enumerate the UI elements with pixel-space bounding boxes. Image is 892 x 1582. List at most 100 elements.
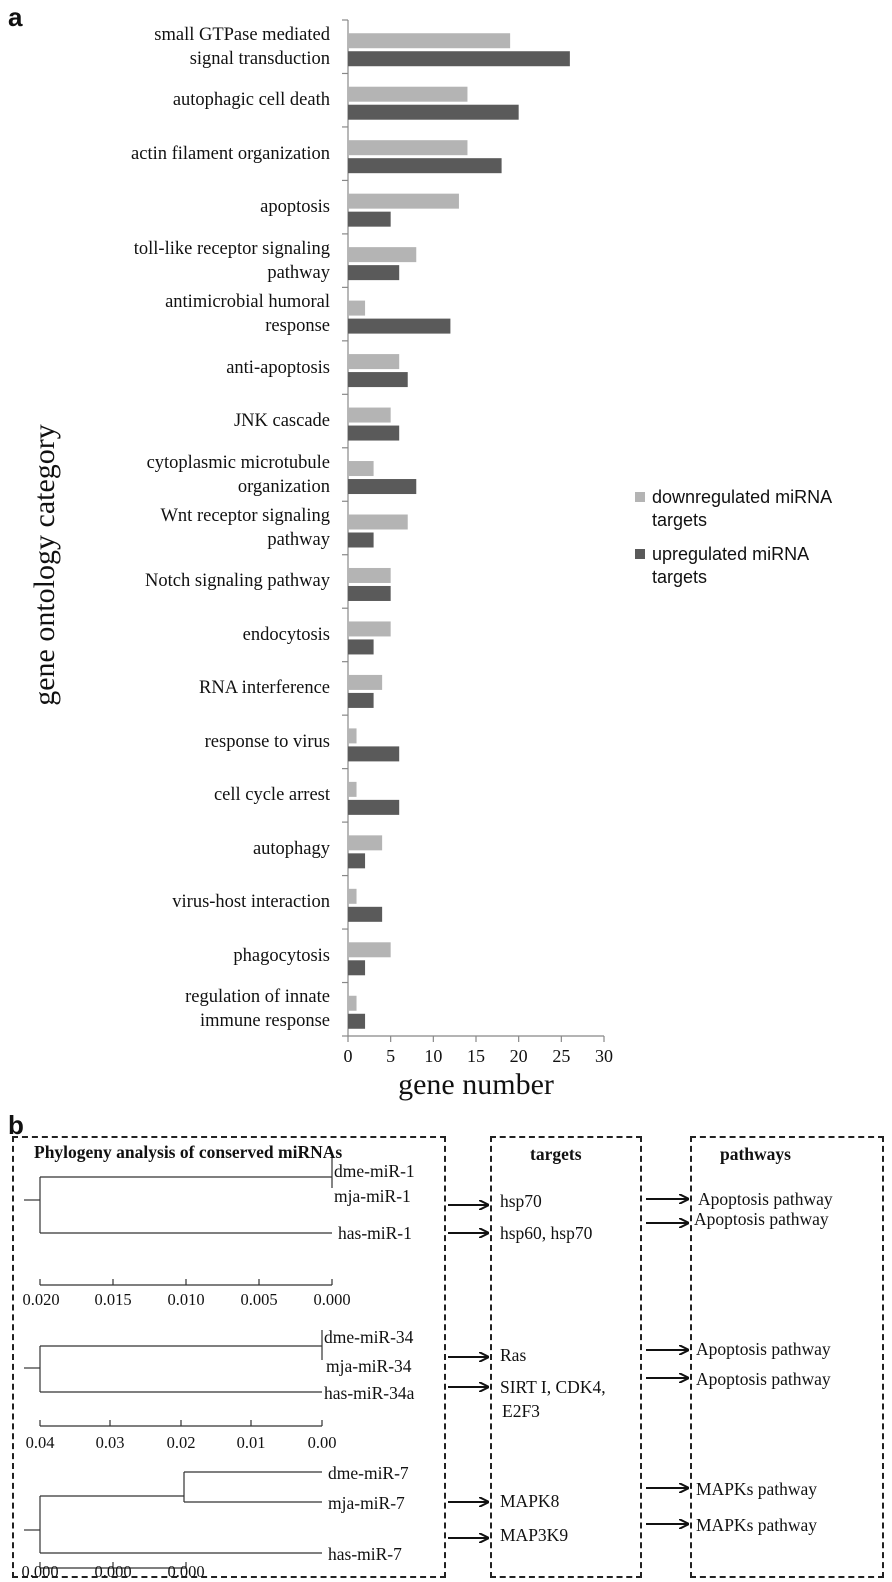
x-tick-label: 25	[552, 1046, 570, 1066]
category-label-7: JNK cascade	[10, 409, 330, 433]
pathway-1: Apoptosis pathway	[698, 1189, 833, 1209]
targets-title: targets	[530, 1144, 582, 1164]
leaf-mja-miR-7: mja-miR-7	[328, 1493, 405, 1513]
legend-label-upregulated-2: targets	[652, 567, 708, 587]
bar-downregulated-17	[348, 942, 391, 958]
pathway-3: Apoptosis pathway	[696, 1339, 831, 1359]
category-label-line: signal transduction	[189, 48, 330, 69]
bar-upregulated-14	[348, 799, 400, 815]
category-label-3: apoptosis	[10, 195, 330, 219]
bar-upregulated-8	[348, 479, 417, 495]
bar-upregulated-3	[348, 211, 391, 227]
category-label-13: response to virus	[10, 730, 330, 754]
bar-downregulated-14	[348, 781, 357, 797]
category-label-17: phagocytosis	[10, 944, 330, 968]
scale3-tick-1: 0.000	[94, 1562, 132, 1581]
legend-label-upregulated-1: upregulated miRNA	[652, 544, 810, 564]
category-label-line: autophagic cell death	[172, 90, 330, 111]
category-label-line: Notch signaling pathway	[145, 571, 330, 592]
category-label-line: pathway	[267, 530, 330, 550]
bar-upregulated-0	[348, 51, 570, 67]
scale3-tick-2: 0.000	[167, 1562, 205, 1581]
category-label-15: autophagy	[10, 837, 330, 861]
bar-downregulated-7	[348, 407, 391, 423]
x-tick-label: 10	[424, 1046, 442, 1066]
bar-upregulated-11	[348, 639, 374, 655]
gene-ontology-bar-chart: 0 5 10 15 20 25 30	[342, 19, 613, 1066]
category-label-line: cytoplasmic microtubule	[146, 452, 330, 473]
category-label-11: endocytosis	[10, 623, 330, 647]
leaf-has-miR-34a: has-miR-34a	[324, 1383, 415, 1403]
category-label-line: endocytosis	[242, 624, 330, 645]
target-hsp70: hsp70	[500, 1191, 542, 1211]
panel-b-letter: b	[8, 1110, 24, 1140]
bar-upregulated-9	[348, 532, 374, 548]
legend-item-downregulated: downregulated miRNA targets	[635, 486, 832, 532]
category-label-line: response	[265, 316, 330, 337]
category-label-line: apoptosis	[260, 197, 330, 218]
category-label-14: cell cycle arrest	[10, 783, 330, 807]
scale1-tick-0: 0.020	[22, 1290, 60, 1309]
category-label-line: cell cycle arrest	[213, 785, 330, 806]
category-label-line: RNA interference	[199, 678, 330, 699]
category-label-4: toll-like receptor signaling pathway	[10, 237, 330, 285]
category-label-line: actin filament organization	[131, 143, 330, 164]
target-map3k9: MAP3K9	[500, 1525, 569, 1545]
leaf-dme-miR-34: dme-miR-34	[324, 1327, 414, 1347]
bar-downregulated-9	[348, 514, 408, 530]
bar-upregulated-5	[348, 318, 451, 334]
category-label-12: RNA interference	[10, 676, 330, 700]
bar-downregulated-12	[348, 674, 383, 690]
pathway-5: MAPKs pathway	[696, 1479, 818, 1499]
x-tick-label: 15	[467, 1046, 485, 1066]
scale2-tick-0: 0.04	[25, 1433, 55, 1452]
x-tick-label: 20	[510, 1046, 528, 1066]
leaf-mja-miR-34: mja-miR-34	[326, 1356, 412, 1376]
bar-upregulated-7	[348, 425, 400, 441]
scale2-tick-4: 0.00	[307, 1433, 337, 1452]
phylogeny-box	[12, 1136, 446, 1578]
bar-upregulated-2	[348, 158, 502, 174]
category-label-0: small GTPase mediated signal transduction	[10, 23, 330, 71]
x-tick-label: 30	[595, 1046, 613, 1066]
bar-downregulated-2	[348, 140, 468, 156]
bar-upregulated-15	[348, 853, 366, 869]
category-label-line: autophagy	[252, 838, 330, 859]
leaf-mja-miR-1: mja-miR-1	[334, 1186, 411, 1206]
bar-downregulated-16	[348, 888, 357, 904]
category-label-line: JNK cascade	[233, 411, 330, 432]
category-label-line: Wnt receptor signaling	[160, 506, 330, 526]
phylogeny-title: Phylogeny analysis of conserved miRNAs	[34, 1142, 343, 1162]
bar-upregulated-13	[348, 746, 400, 762]
bar-upregulated-6	[348, 372, 408, 388]
legend-swatch-downregulated	[635, 492, 645, 502]
scale2-tick-2: 0.02	[166, 1433, 196, 1452]
pathways-title: pathways	[720, 1144, 791, 1164]
legend-label-downregulated-2: targets	[652, 510, 708, 530]
category-label-18: regulation of innate immune response	[10, 985, 330, 1033]
bar-downregulated-8	[348, 461, 374, 477]
arrows-to-pathways	[646, 1199, 688, 1524]
bar-downregulated-10	[348, 567, 391, 583]
scale2-tick-3: 0.01	[236, 1433, 266, 1452]
leaf-dme-miR-1: dme-miR-1	[334, 1161, 415, 1181]
scale1-tick-4: 0.000	[313, 1290, 351, 1309]
category-label-line: phagocytosis	[233, 945, 330, 966]
bar-upregulated-12	[348, 692, 374, 708]
target-e2f3: E2F3	[502, 1401, 540, 1421]
pathway-6: MAPKs pathway	[696, 1515, 818, 1535]
bar-downregulated-5	[348, 300, 366, 316]
pathway-2: Apoptosis pathway	[694, 1209, 829, 1229]
category-label-line: immune response	[200, 1011, 330, 1032]
target-mapk8: MAPK8	[500, 1491, 560, 1511]
panel-a-letter: a	[8, 2, 23, 32]
bar-upregulated-4	[348, 265, 400, 281]
bar-upregulated-16	[348, 906, 383, 922]
bar-downregulated-15	[348, 835, 383, 851]
bar-downregulated-6	[348, 354, 400, 370]
category-label-5: antimicrobial humoral response	[10, 290, 330, 338]
category-label-line: response to virus	[204, 731, 330, 752]
bar-upregulated-18	[348, 1013, 366, 1029]
category-label-line: anti-apoptosis	[226, 357, 330, 378]
category-label-8: cytoplasmic microtubule organization	[10, 451, 330, 499]
